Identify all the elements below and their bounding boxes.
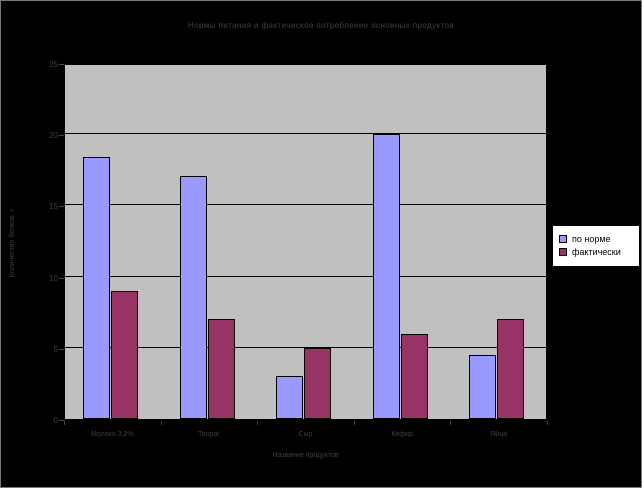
- legend-label-series1: по норме: [572, 234, 611, 244]
- bar-series2-cat4: [400, 333, 428, 419]
- category-label: Яйца: [490, 431, 508, 438]
- y-tick-mark: [59, 64, 64, 65]
- gridline: [65, 346, 546, 348]
- y-tick-label: 25: [49, 60, 58, 69]
- chart-title: Нормы питания и фактическое потребление …: [188, 21, 454, 30]
- y-tick-mark: [59, 420, 64, 421]
- bar-series1-cat4: [372, 134, 400, 419]
- x-axis-title: Название продуктов: [272, 452, 339, 459]
- x-tick-mark: [450, 421, 452, 425]
- y-axis-title: Количество белков, г: [9, 208, 16, 278]
- legend: по норме фактически: [552, 225, 640, 267]
- category-label: Творог: [197, 431, 220, 438]
- y-tick-label: 15: [49, 202, 58, 212]
- y-tick-mark: [59, 348, 64, 350]
- x-tick-mark: [353, 421, 355, 425]
- category-label: Молоко 3,2%: [90, 431, 134, 438]
- legend-item: фактически: [559, 247, 633, 257]
- bar-series2-cat2: [207, 319, 235, 419]
- legend-item: по норме: [559, 234, 633, 244]
- y-tick-label: 5: [53, 344, 58, 354]
- x-tick-mark: [257, 421, 259, 425]
- y-tick-label: 20: [49, 131, 58, 141]
- bar-series2-cat5: [497, 319, 525, 419]
- x-tick-mark: [64, 421, 65, 425]
- bar-series2-cat3: [304, 347, 332, 419]
- y-tick-label: 10: [49, 273, 58, 283]
- y-tick-mark: [59, 206, 64, 208]
- gridline: [65, 204, 546, 206]
- legend-swatch-series1: [559, 235, 567, 243]
- category-label: Сыр: [298, 431, 313, 438]
- y-tick-mark: [59, 277, 64, 279]
- plot-area: [64, 64, 547, 420]
- gridline: [65, 275, 546, 277]
- legend-label-series2: фактически: [572, 247, 621, 257]
- x-tick-mark: [160, 421, 162, 425]
- category-label: Кефир: [391, 431, 413, 438]
- x-tick-mark: [547, 421, 548, 425]
- y-tick-mark: [59, 135, 64, 137]
- gridline: [65, 133, 546, 135]
- y-tick-label: 0: [53, 416, 58, 425]
- legend-swatch-series2: [559, 248, 567, 256]
- bar-series1-cat2: [179, 175, 207, 419]
- bar-series2-cat1: [111, 290, 138, 419]
- bar-series1-cat3: [276, 376, 304, 419]
- bar-series1-cat1: [83, 156, 110, 419]
- bar-series1-cat5: [469, 354, 497, 419]
